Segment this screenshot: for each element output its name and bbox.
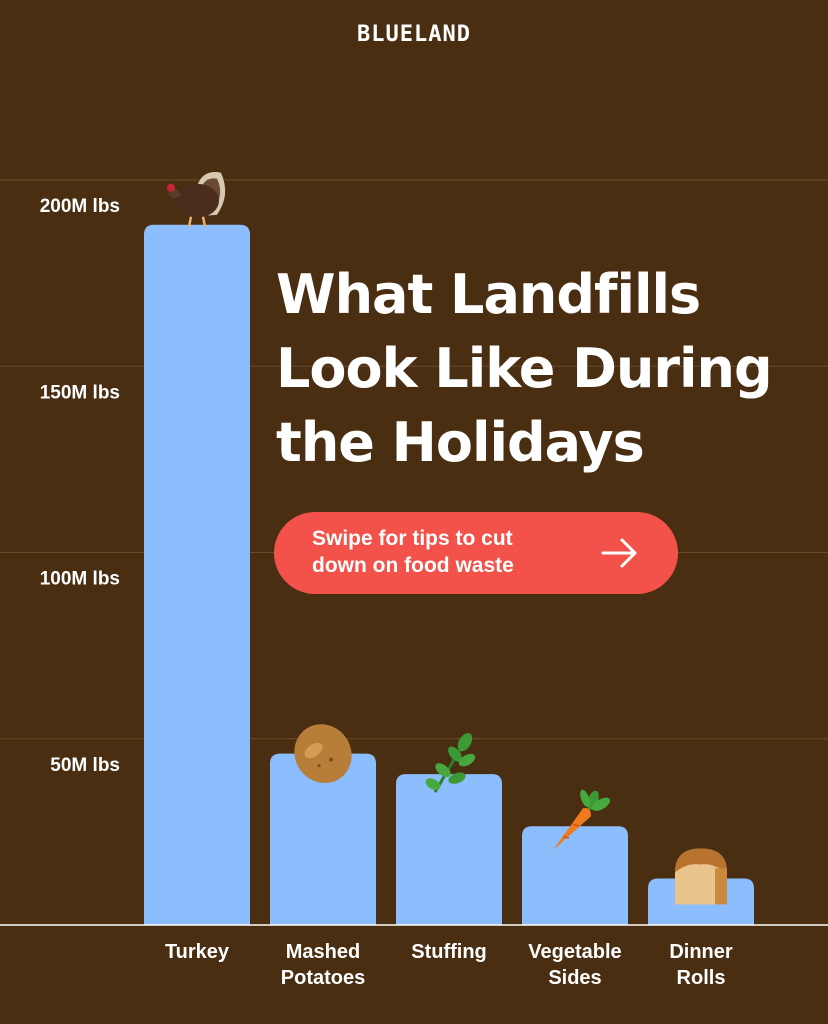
x-tick-label: Potatoes <box>281 967 365 989</box>
bar <box>144 224 250 925</box>
x-tick-label: Rolls <box>677 967 726 989</box>
herb-icon <box>425 732 476 793</box>
x-tick-label: Turkey <box>165 941 230 963</box>
cta-line-1: Swipe for tips to cut <box>312 527 513 550</box>
y-tick-label: 50M lbs <box>50 755 120 776</box>
headline: What Landfills Look Like During the Holi… <box>276 258 816 480</box>
bread-icon <box>675 848 727 905</box>
bar <box>270 753 376 925</box>
x-tick-label: Mashed <box>286 941 360 963</box>
swipe-tips-label: Swipe for tips to cut down on food waste <box>312 525 582 579</box>
bar <box>522 826 628 925</box>
turkey-icon <box>167 172 226 227</box>
bar <box>396 774 502 925</box>
brand-logo: BLUELAND <box>357 22 471 47</box>
x-tick-label: Vegetable <box>528 941 621 963</box>
headline-line-2: Look Like During <box>276 337 773 400</box>
cta-line-2: down on food waste <box>312 554 514 577</box>
potato-icon <box>294 724 352 784</box>
y-tick-label: 150M lbs <box>40 382 120 403</box>
carrot-icon <box>553 789 611 851</box>
headline-line-3: the Holidays <box>276 411 645 474</box>
arrow-right-icon <box>601 538 637 568</box>
y-tick-label: 100M lbs <box>40 569 120 590</box>
x-tick-label: Sides <box>548 967 601 989</box>
x-tick-label: Dinner <box>669 941 733 963</box>
swipe-tips-button[interactable]: Swipe for tips to cut down on food waste <box>274 512 678 594</box>
y-tick-label: 200M lbs <box>40 196 120 217</box>
headline-line-1: What Landfills <box>276 263 701 326</box>
x-tick-label: Stuffing <box>411 941 487 963</box>
